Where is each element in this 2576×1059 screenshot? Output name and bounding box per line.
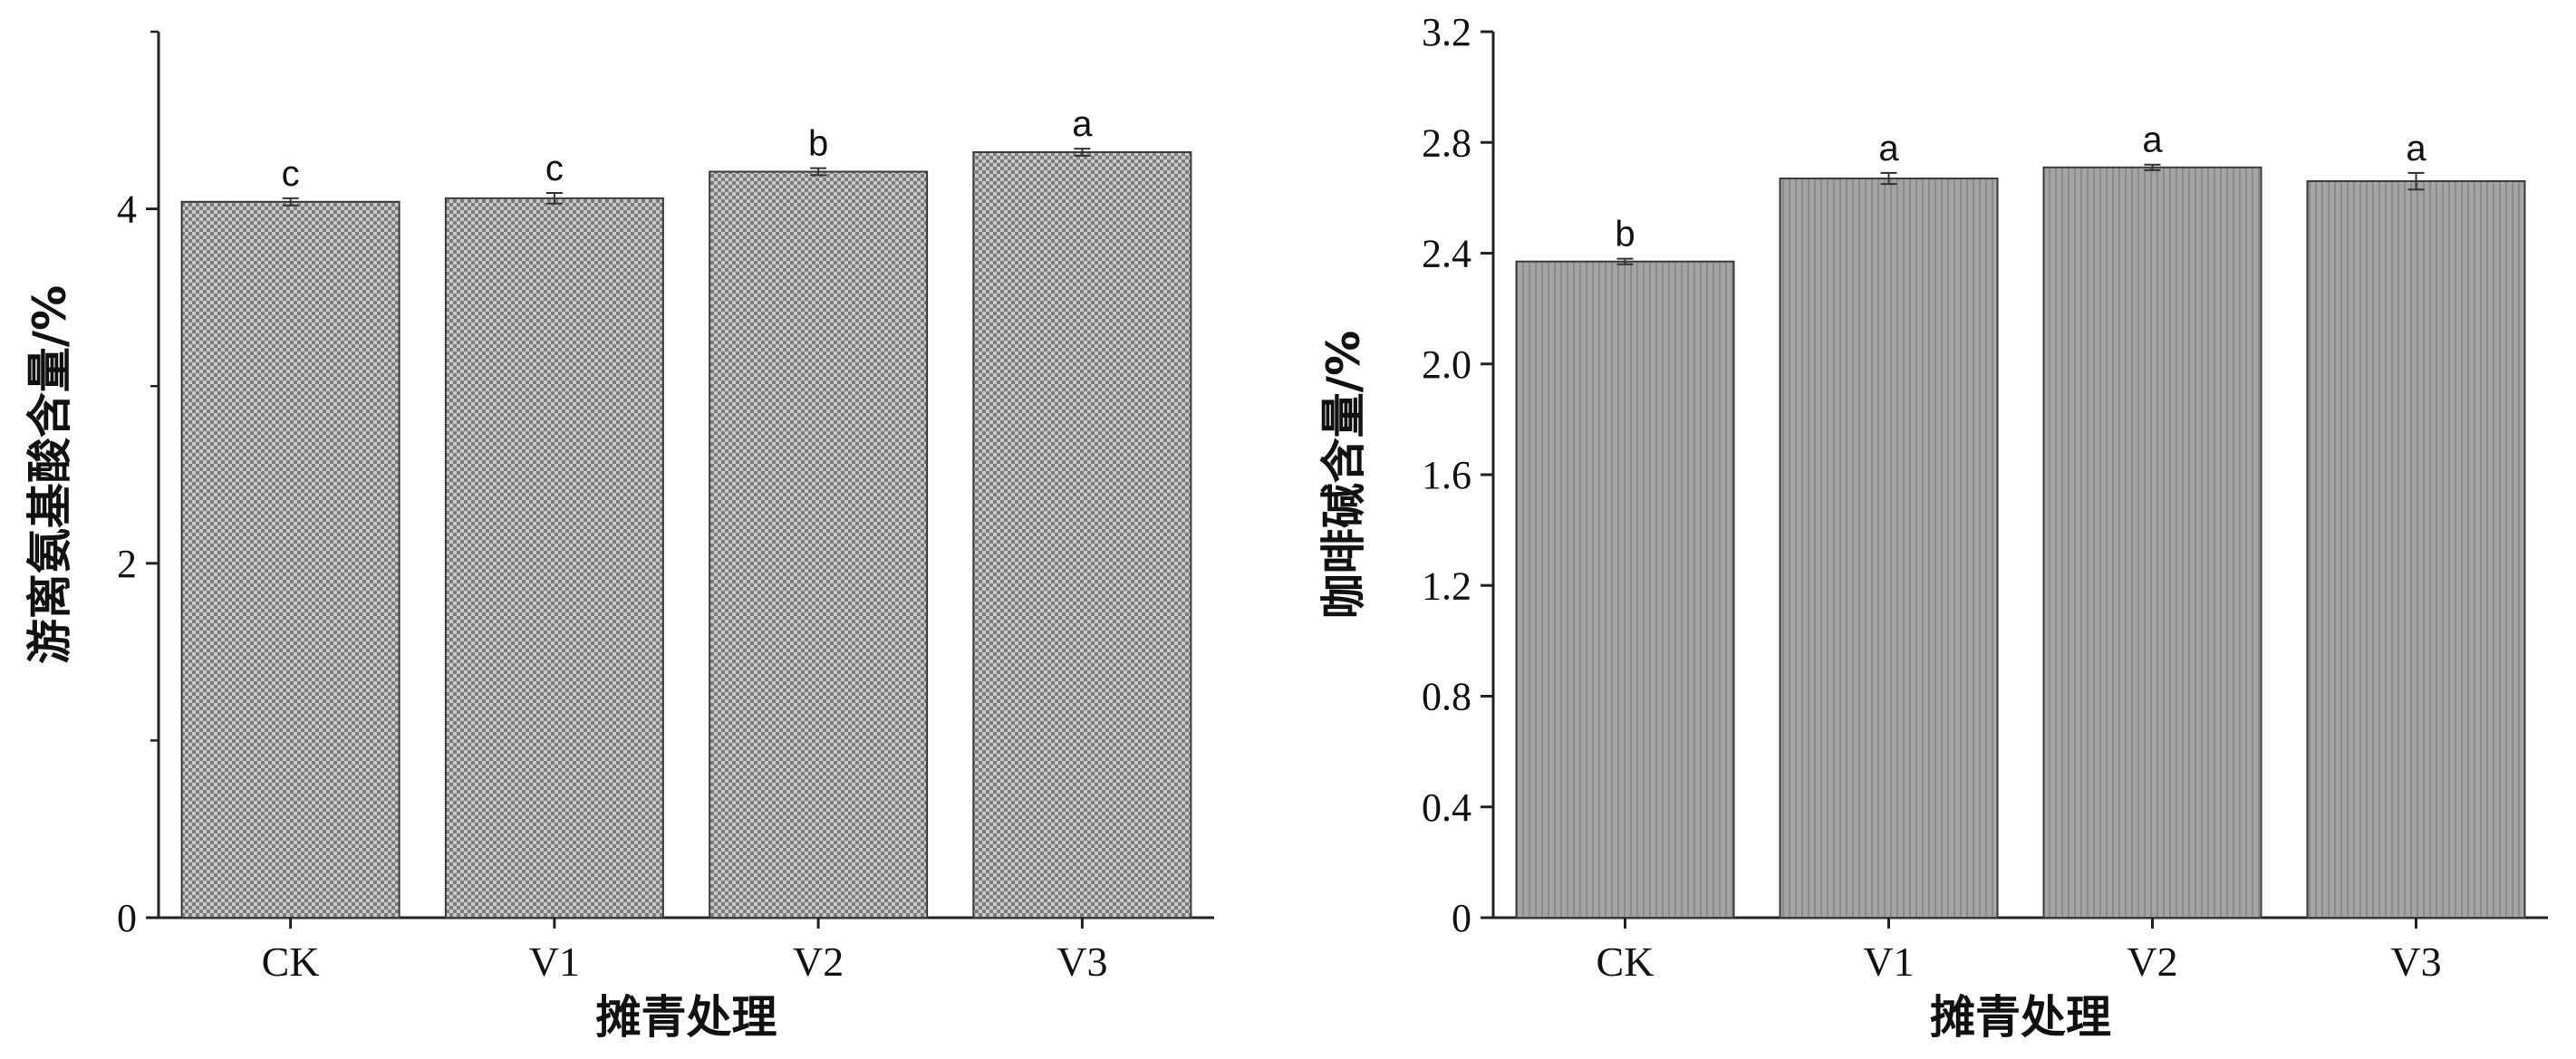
caffeine-y-tick-label: 2.4 (1422, 232, 1471, 276)
caffeine-significance-letter: b (1615, 215, 1635, 255)
amino-bar-v1 (444, 197, 664, 919)
caffeine-y-tick-label: 0.8 (1422, 675, 1471, 719)
amino-x-tick-label: V3 (1056, 939, 1107, 985)
caffeine-chart: 0 0.4 0.8 1.2 1.6 2.0 2.4 2.8 3.2 b CK a V1 a V2 a V3 摊青处… (1317, 10, 2548, 1044)
amino-x-tick-label: CK (262, 939, 320, 985)
caffeine-bar-v1 (1779, 177, 1999, 919)
caffeine-y-tick-label: 2.8 (1422, 120, 1471, 165)
caffeine-x-tick-label: V3 (2390, 939, 2441, 985)
amino-x-tick-label: V1 (529, 939, 580, 985)
caffeine-significance-letter: a (2142, 120, 2163, 160)
caffeine-y-tick-label: 1.2 (1422, 563, 1471, 608)
caffeine-y-tick-label: 2.0 (1422, 342, 1471, 387)
caffeine-significance-letter: a (1878, 129, 1899, 168)
caffeine-x-axis-title: 摊青处理 (1930, 991, 2111, 1044)
caffeine-y-tick-label: 1.6 (1422, 453, 1471, 497)
caffeine-y-tick-label: 3.2 (1422, 10, 1471, 54)
caffeine-x-tick-label: CK (1597, 939, 1655, 985)
caffeine-y-axis-title: 咖啡碱含量/% (1317, 331, 1370, 619)
caffeine-bar-v3 (2306, 180, 2526, 919)
amino-y-axis-title: 游离氨基酸含量/% (24, 285, 76, 664)
amino-y-tick-label: 2 (117, 542, 137, 586)
caffeine-x-tick-label: V1 (1863, 939, 1914, 985)
amino-bar-v3 (972, 151, 1192, 919)
amino-significance-letter: b (808, 124, 828, 164)
amino-significance-letter: c (282, 154, 300, 194)
amino-acid-chart: 0 2 4 c CK c V1 b V2 a V3 摊青处理 游离氨基酸含量/% (24, 30, 1214, 1044)
caffeine-y-tick-label: 0 (1452, 896, 1471, 940)
amino-y-tick-label: 4 (117, 188, 137, 232)
amino-bar-ck (180, 200, 400, 919)
caffeine-bar-ck (1515, 260, 1735, 919)
amino-y-tick-label: 0 (117, 896, 137, 940)
amino-bar-v2 (709, 170, 929, 919)
caffeine-significance-letter: a (2406, 129, 2426, 168)
amino-significance-letter: a (1072, 104, 1093, 144)
amino-x-tick-label: V2 (793, 939, 844, 985)
caffeine-y-tick-label: 0.4 (1422, 785, 1471, 830)
amino-significance-letter: c (545, 149, 564, 188)
amino-x-axis-title: 摊青处理 (596, 991, 777, 1044)
caffeine-bar-v2 (2042, 166, 2262, 919)
caffeine-x-tick-label: V2 (2127, 939, 2177, 985)
